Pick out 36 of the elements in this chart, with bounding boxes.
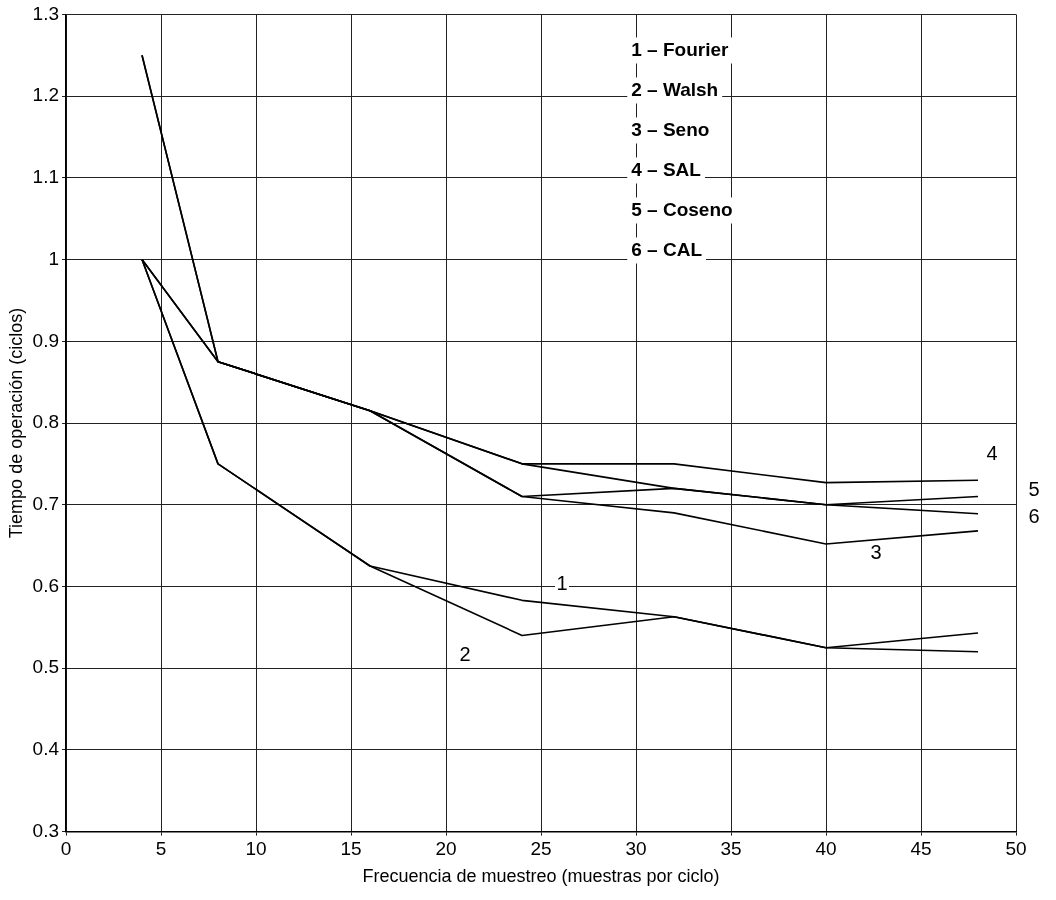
annotation: 3 – Seno [631,118,710,140]
y-tick-label: 0.8 [32,411,60,433]
x-tick-label: 0 [60,838,72,860]
x-tick-label: 50 [1005,838,1027,860]
annotation: 1 – Fourier [631,38,729,60]
y-tick-label: 1 [48,247,60,269]
y-tick-label: 0.3 [32,819,60,841]
series-label: 1 [556,571,568,594]
y-tick-label: 0.6 [32,574,60,596]
x-tick-label: 40 [815,838,837,860]
y-axis-title: Tiempo de operación (ciclos) [5,307,26,539]
x-tick-label: 30 [625,838,647,860]
annotation: 6 – CAL [631,238,703,260]
x-tick-label: 15 [340,838,362,860]
y-tick-label: 0.4 [32,738,60,760]
text: 6 [1028,505,1040,528]
annotation: 5 – Coseno [631,198,733,220]
annotation: 2 – Walsh [631,78,719,100]
x-tick-label: 25 [530,838,552,860]
x-tick-label: 5 [155,838,167,860]
x-tick-label: 20 [435,838,457,860]
annotation: 4 – SAL [631,158,702,180]
y-tick-label: 1.1 [32,166,60,188]
series-label: 4 [986,441,998,464]
x-axis-title: Frecuencia de muestreo (muestras por ciclo) [362,866,720,887]
series-label: 2 [459,642,471,665]
y-tick-label: 0.7 [32,492,60,514]
y-tick-label: 0.9 [32,329,60,351]
x-tick-label: 10 [245,838,267,860]
series-label: 3 [870,541,882,564]
x-tick-label: 45 [910,838,932,860]
y-tick-label: 1.2 [32,84,60,106]
y-tick-label: 0.5 [32,656,60,678]
text: 5 [1028,478,1040,501]
y-tick-label: 1.3 [32,2,60,24]
x-tick-label: 35 [720,838,742,860]
